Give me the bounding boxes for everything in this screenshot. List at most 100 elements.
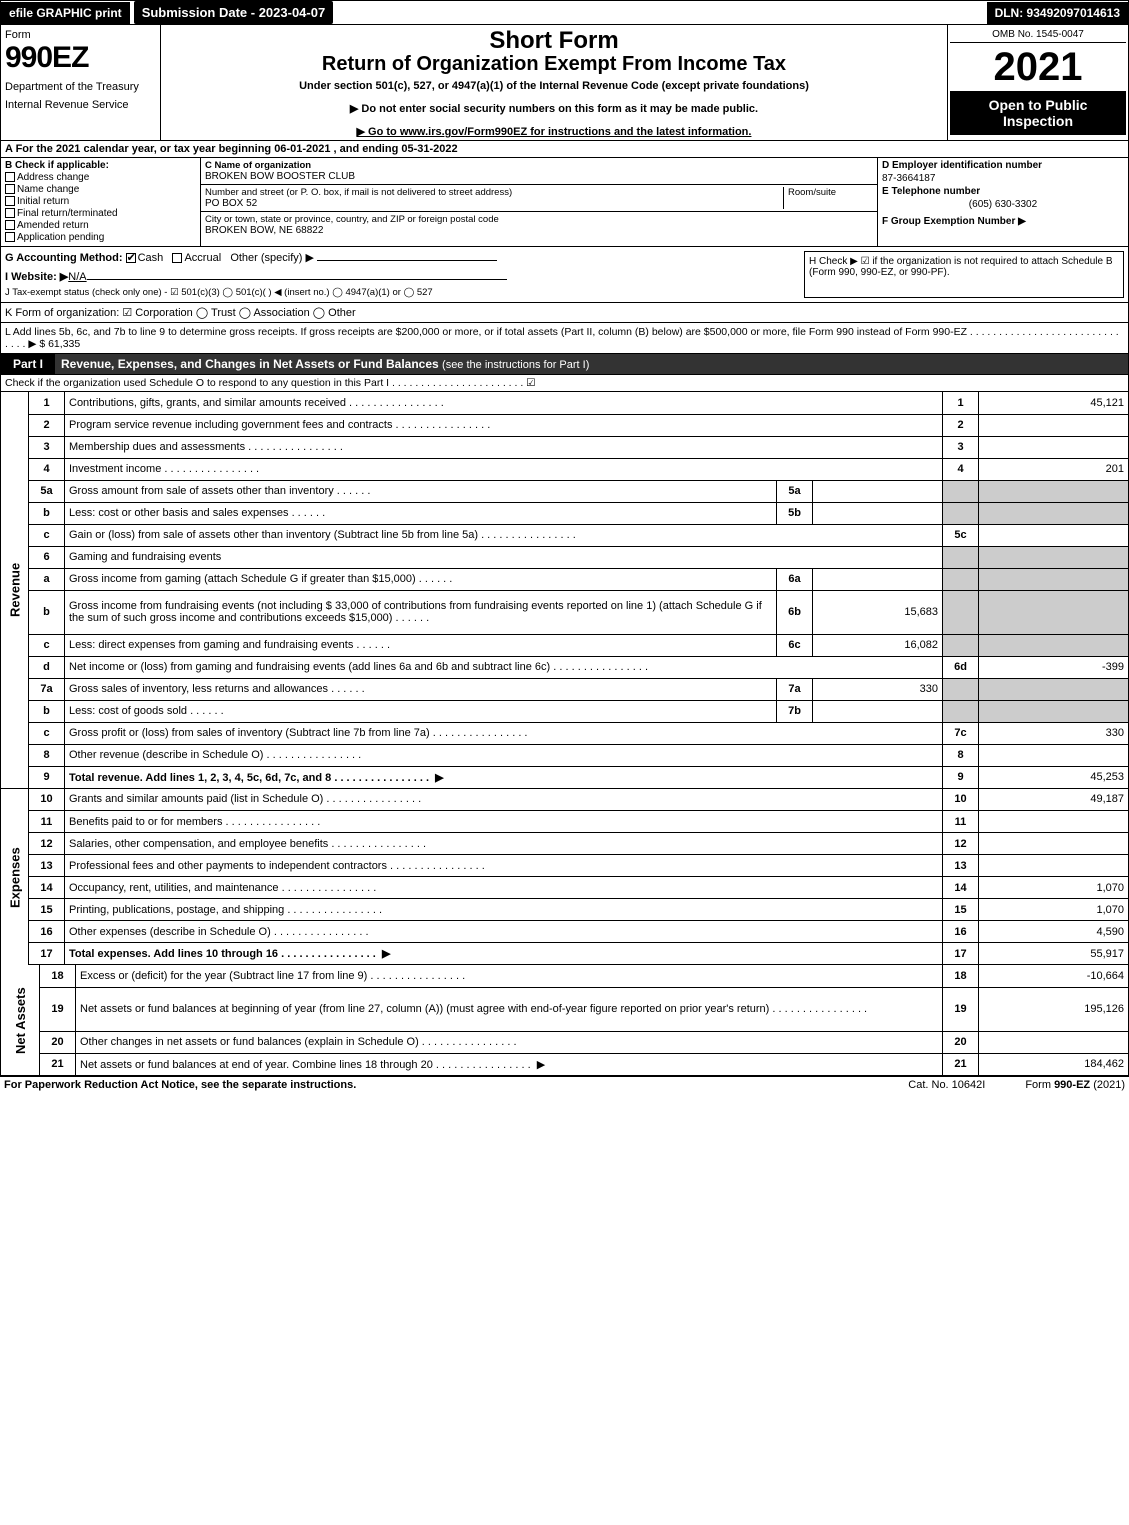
line-num: 4 bbox=[943, 458, 979, 480]
line-val bbox=[979, 524, 1129, 546]
line-number: b bbox=[29, 700, 65, 722]
line-number: d bbox=[29, 656, 65, 678]
chk-initial[interactable]: Initial return bbox=[5, 196, 196, 207]
row-a-tax-year: A For the 2021 calendar year, or tax yea… bbox=[0, 141, 1129, 158]
g-accounting: G Accounting Method: Cash Accrual Other … bbox=[5, 251, 804, 298]
line-num: 7c bbox=[943, 722, 979, 744]
chk-accrual[interactable] bbox=[172, 253, 182, 263]
chk-address[interactable]: Address change bbox=[5, 172, 196, 183]
line-desc: Benefits paid to or for members . . . . … bbox=[65, 811, 943, 833]
chk-amended[interactable]: Amended return bbox=[5, 220, 196, 231]
subline-val: 330 bbox=[813, 678, 943, 700]
line-number: 19 bbox=[40, 987, 76, 1031]
c-street-row: Number and street (or P. O. box, if mail… bbox=[201, 185, 877, 212]
line-number: 9 bbox=[29, 766, 65, 788]
line-num: 3 bbox=[943, 436, 979, 458]
line-num: 9 bbox=[943, 766, 979, 788]
line-desc: Occupancy, rent, utilities, and maintena… bbox=[65, 877, 943, 899]
chk-pending[interactable]: Application pending bbox=[5, 232, 196, 243]
chk-cash[interactable] bbox=[126, 253, 136, 263]
line-val-grey bbox=[979, 590, 1129, 634]
line-val bbox=[979, 436, 1129, 458]
line-num: 2 bbox=[943, 414, 979, 436]
line-number: 14 bbox=[29, 877, 65, 899]
line-desc: Grants and similar amounts paid (list in… bbox=[65, 789, 943, 811]
line-desc: Salaries, other compensation, and employ… bbox=[65, 833, 943, 855]
subline-num: 5b bbox=[777, 502, 813, 524]
form-id-block: Form 990EZ Department of the Treasury In… bbox=[1, 25, 161, 140]
chk-name[interactable]: Name change bbox=[5, 184, 196, 195]
org-name: BROKEN BOW BOOSTER CLUB bbox=[205, 171, 873, 182]
subtitle: Under section 501(c), 527, or 4947(a)(1)… bbox=[167, 80, 941, 92]
row-l: L Add lines 5b, 6c, and 7b to line 9 to … bbox=[0, 323, 1129, 354]
street-label: Number and street (or P. O. box, if mail… bbox=[205, 187, 783, 198]
line-num: 6d bbox=[943, 656, 979, 678]
form-word: Form bbox=[5, 29, 156, 41]
line-desc: Gross amount from sale of assets other t… bbox=[65, 480, 777, 502]
line-number: 5a bbox=[29, 480, 65, 502]
bullet-link: ▶ Go to www.irs.gov/Form990EZ for instru… bbox=[167, 125, 941, 138]
line-num-grey bbox=[943, 678, 979, 700]
group-label: F Group Exemption Number ▶ bbox=[882, 216, 1124, 227]
line-val: -10,664 bbox=[979, 965, 1129, 987]
subline-num: 6b bbox=[777, 590, 813, 634]
line-val-grey bbox=[979, 502, 1129, 524]
line-num: 15 bbox=[943, 899, 979, 921]
expenses-table: Expenses10Grants and similar amounts pai… bbox=[0, 789, 1129, 966]
line-number: 15 bbox=[29, 899, 65, 921]
line-number: 18 bbox=[40, 965, 76, 987]
line-desc: Other revenue (describe in Schedule O) .… bbox=[65, 744, 943, 766]
ein-label: D Employer identification number bbox=[882, 160, 1124, 171]
line-number: 1 bbox=[29, 392, 65, 414]
line-val bbox=[979, 855, 1129, 877]
line-num: 10 bbox=[943, 789, 979, 811]
line-num-grey bbox=[943, 590, 979, 634]
part1-title: Revenue, Expenses, and Changes in Net As… bbox=[55, 354, 1128, 374]
line-number: 13 bbox=[29, 855, 65, 877]
line-val-grey bbox=[979, 546, 1129, 568]
line-val: 201 bbox=[979, 458, 1129, 480]
form-header: Form 990EZ Department of the Treasury In… bbox=[0, 25, 1129, 141]
subline-num: 5a bbox=[777, 480, 813, 502]
line-desc: Printing, publications, postage, and shi… bbox=[65, 899, 943, 921]
line-val: 330 bbox=[979, 722, 1129, 744]
line-desc: Gaming and fundraising events bbox=[65, 546, 943, 568]
line-number: c bbox=[29, 524, 65, 546]
line-number: b bbox=[29, 590, 65, 634]
line-desc: Membership dues and assessments . . . . … bbox=[65, 436, 943, 458]
line-number: 17 bbox=[29, 943, 65, 965]
part1-header: Part I Revenue, Expenses, and Changes in… bbox=[0, 354, 1129, 375]
subline-val bbox=[813, 700, 943, 722]
line-desc: Other expenses (describe in Schedule O) … bbox=[65, 921, 943, 943]
line-desc: Gross profit or (loss) from sales of inv… bbox=[65, 722, 943, 744]
chk-final[interactable]: Final return/terminated bbox=[5, 208, 196, 219]
line-num: 21 bbox=[943, 1053, 979, 1075]
title-short-form: Short Form bbox=[167, 27, 941, 55]
line-val bbox=[979, 414, 1129, 436]
side-label: Net Assets bbox=[1, 965, 40, 1075]
subline-val: 16,082 bbox=[813, 634, 943, 656]
line-val-grey bbox=[979, 634, 1129, 656]
info-grid: B Check if applicable: Address change Na… bbox=[0, 158, 1129, 247]
line-num-grey bbox=[943, 700, 979, 722]
line-val: 45,121 bbox=[979, 392, 1129, 414]
subline-val: 15,683 bbox=[813, 590, 943, 634]
line-desc: Gross income from gaming (attach Schedul… bbox=[65, 568, 777, 590]
c-name-label: C Name of organization bbox=[205, 160, 873, 171]
side-label: Revenue bbox=[1, 392, 29, 788]
revenue-table: Revenue1Contributions, gifts, grants, an… bbox=[0, 392, 1129, 789]
subline-num: 7a bbox=[777, 678, 813, 700]
efile-label[interactable]: efile GRAPHIC print bbox=[1, 2, 130, 24]
line-desc: Investment income . . . . . . . . . . . … bbox=[65, 458, 943, 480]
line-val: 55,917 bbox=[979, 943, 1129, 965]
year-block: OMB No. 1545-0047 2021 Open to Public In… bbox=[948, 25, 1128, 140]
section-b: B Check if applicable: Address change Na… bbox=[1, 158, 201, 246]
line-desc: Net assets or fund balances at end of ye… bbox=[76, 1053, 943, 1075]
line-num: 13 bbox=[943, 855, 979, 877]
line-number: 20 bbox=[40, 1031, 76, 1053]
line-number: 6 bbox=[29, 546, 65, 568]
form-number: 990EZ bbox=[5, 41, 156, 75]
line-number: 16 bbox=[29, 921, 65, 943]
city-label: City or town, state or province, country… bbox=[205, 214, 873, 225]
row-g: G Accounting Method: Cash Accrual Other … bbox=[0, 247, 1129, 303]
